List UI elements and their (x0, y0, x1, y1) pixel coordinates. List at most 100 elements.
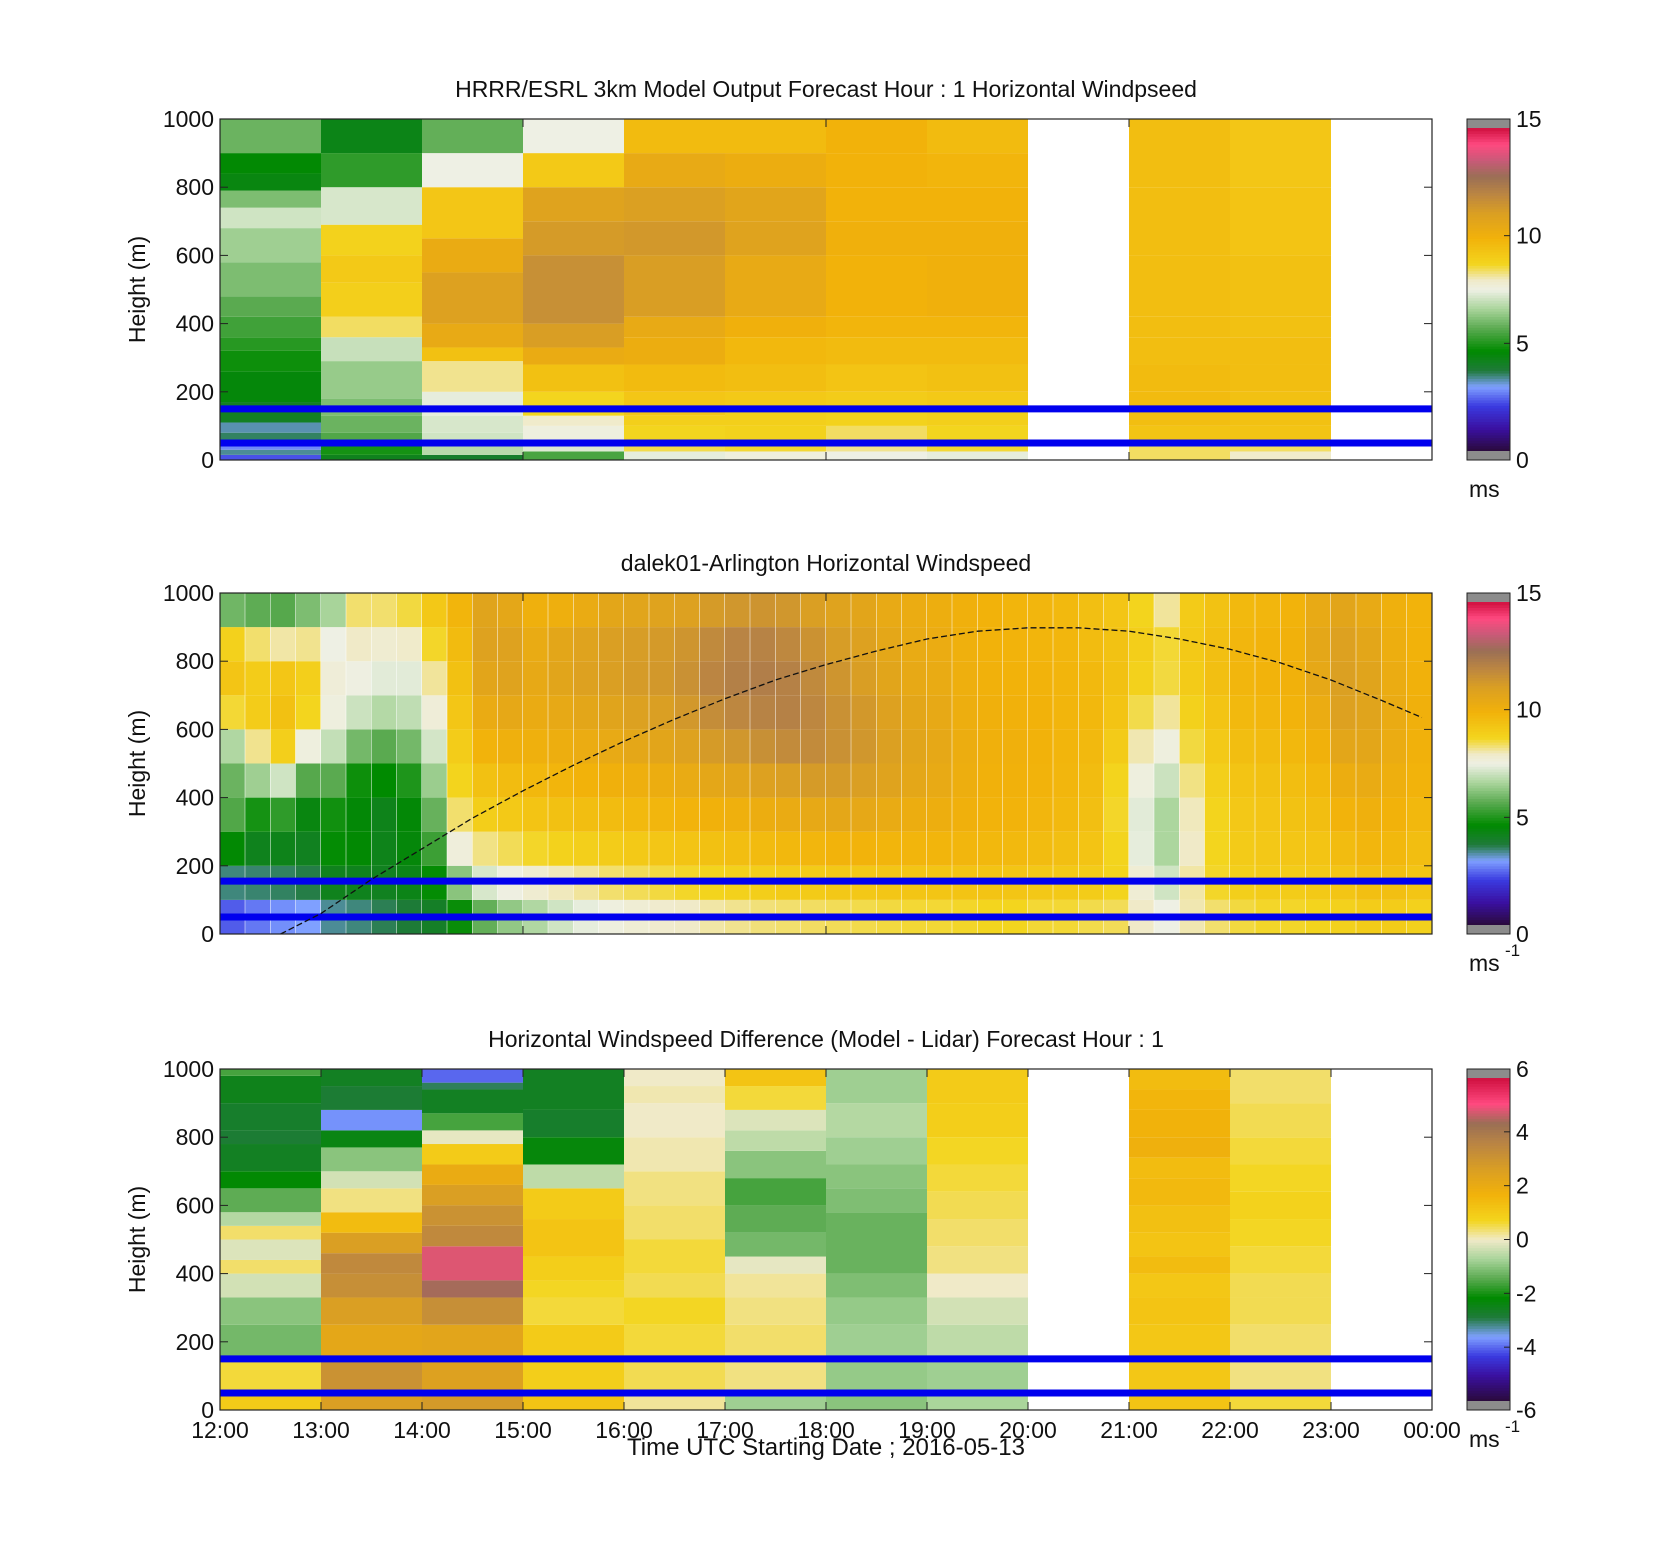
heatmap-cell (750, 763, 775, 798)
colorbar-swatch (1467, 149, 1510, 153)
heatmap-cell (1204, 661, 1230, 696)
heatmap-cell (624, 593, 649, 628)
heatmap-cell (952, 797, 977, 832)
heatmap-cell (826, 1358, 927, 1393)
heatmap-cell (1230, 1069, 1331, 1104)
colorbar-swatch (1467, 871, 1510, 875)
heatmap-cell (649, 763, 674, 798)
boundary-layer-curve (280, 627, 1423, 935)
heatmap-cell (1028, 831, 1053, 866)
heatmap-cell (1179, 627, 1205, 662)
heatmap-cell (725, 1069, 826, 1087)
heatmap-cell (1129, 1297, 1230, 1325)
heatmap-cell (1331, 593, 1356, 628)
y-tick-label: 600 (176, 1192, 214, 1218)
heatmap-cell (725, 1256, 826, 1274)
heatmap-cell (901, 763, 927, 798)
heatmap-cell (1305, 593, 1331, 628)
heatmap-cell (725, 1392, 826, 1410)
heatmap-cell (422, 1082, 523, 1090)
chart-title: HRRR/ESRL 3km Model Output Forecast Hour… (455, 76, 1197, 102)
heatmap-cell (725, 337, 826, 365)
colorbar-swatch (1467, 429, 1510, 433)
colorbar-swatch (1467, 776, 1510, 781)
colorbar-swatch (1467, 224, 1510, 229)
heatmap-cell (624, 221, 725, 256)
heatmap-cell (598, 797, 624, 832)
colorbar-swatch (1467, 639, 1510, 643)
colorbar-swatch (1467, 284, 1510, 288)
heatmap-cell (573, 763, 599, 798)
heatmap-cell (1280, 729, 1306, 764)
colorbar-swatch (1467, 270, 1510, 274)
heatmap-cell (649, 695, 674, 730)
heatmap-cell (1002, 831, 1028, 866)
heatmap-cell (422, 1205, 523, 1226)
colorbar-swatch (1467, 809, 1510, 813)
colorbar-swatch (1467, 1193, 1510, 1198)
colorbar-swatch (1467, 383, 1510, 387)
heatmap-cell (321, 1232, 422, 1254)
heatmap-cell (952, 661, 977, 696)
colorbar-swatch (1467, 806, 1510, 810)
y-tick-label: 200 (176, 853, 214, 879)
heatmap-cell (699, 797, 725, 832)
heatmap-cell (927, 1246, 1028, 1274)
heatmap-cell (1230, 1103, 1331, 1138)
heatmap-cell (775, 831, 801, 866)
heatmap-cell (1053, 661, 1078, 696)
heatmap-cell (826, 1392, 927, 1410)
heatmap-cell (1002, 593, 1028, 628)
heatmap-cell (1129, 255, 1230, 317)
heatmap-cell (573, 695, 599, 730)
heatmap-cell (1154, 593, 1179, 628)
heatmap-cell (725, 1297, 826, 1325)
heatmap-cell (497, 729, 523, 764)
colorbar-swatch (1467, 798, 1510, 802)
heatmap-cell (598, 661, 624, 696)
colorbar-swatch (1467, 407, 1510, 412)
colorbar-swatch (1467, 391, 1510, 396)
heatmap-cell (220, 449, 321, 455)
heatmap-cell (826, 391, 927, 409)
colorbar-swatch (1467, 744, 1510, 748)
heatmap-cell (523, 1256, 624, 1281)
colorbar-under (1467, 925, 1510, 934)
heatmap-cell (927, 364, 1028, 392)
heatmap-cell (1204, 695, 1230, 730)
colorbar-swatch (1467, 1129, 1510, 1133)
heatmap-cell (1305, 627, 1331, 662)
heatmap-cell (725, 119, 826, 154)
heatmap-cell (422, 272, 523, 324)
colorbar-swatch (1467, 1255, 1510, 1259)
y-tick-label: 600 (176, 716, 214, 742)
heatmap-cell (1230, 255, 1331, 317)
colorbar-swatch (1467, 795, 1510, 800)
heatmap-cell (523, 451, 624, 460)
heatmap-cell (826, 1103, 927, 1138)
colorbar-swatch (1467, 750, 1510, 754)
heatmap-cell (674, 797, 700, 832)
heatmap-cell (1028, 763, 1053, 798)
colorbar-swatch (1467, 416, 1510, 420)
heatmap-cell (220, 797, 245, 832)
y-tick-label: 400 (176, 311, 214, 337)
heatmap-cell (826, 763, 851, 798)
heatmap-cell (1230, 1297, 1331, 1325)
heatmap-cell (220, 831, 245, 866)
colorbar-swatch (1467, 645, 1510, 649)
heatmap-cell (1129, 593, 1154, 628)
heatmap-cell (321, 1069, 422, 1087)
x-tick-label: 18:00 (797, 1417, 855, 1443)
heatmap-cell (1129, 1109, 1230, 1138)
heatmap-cell (1002, 661, 1028, 696)
colorbar-swatch (1467, 144, 1510, 148)
heatmap-cell (1129, 763, 1154, 798)
colorbar-swatch (1467, 782, 1510, 786)
heatmap-cell (548, 593, 573, 628)
heatmap-cell (1230, 316, 1331, 338)
heatmap-cell (927, 408, 1028, 426)
heatmap-cell (321, 255, 422, 283)
colorbar-swatch (1467, 184, 1510, 188)
heatmap-cell (573, 729, 599, 764)
